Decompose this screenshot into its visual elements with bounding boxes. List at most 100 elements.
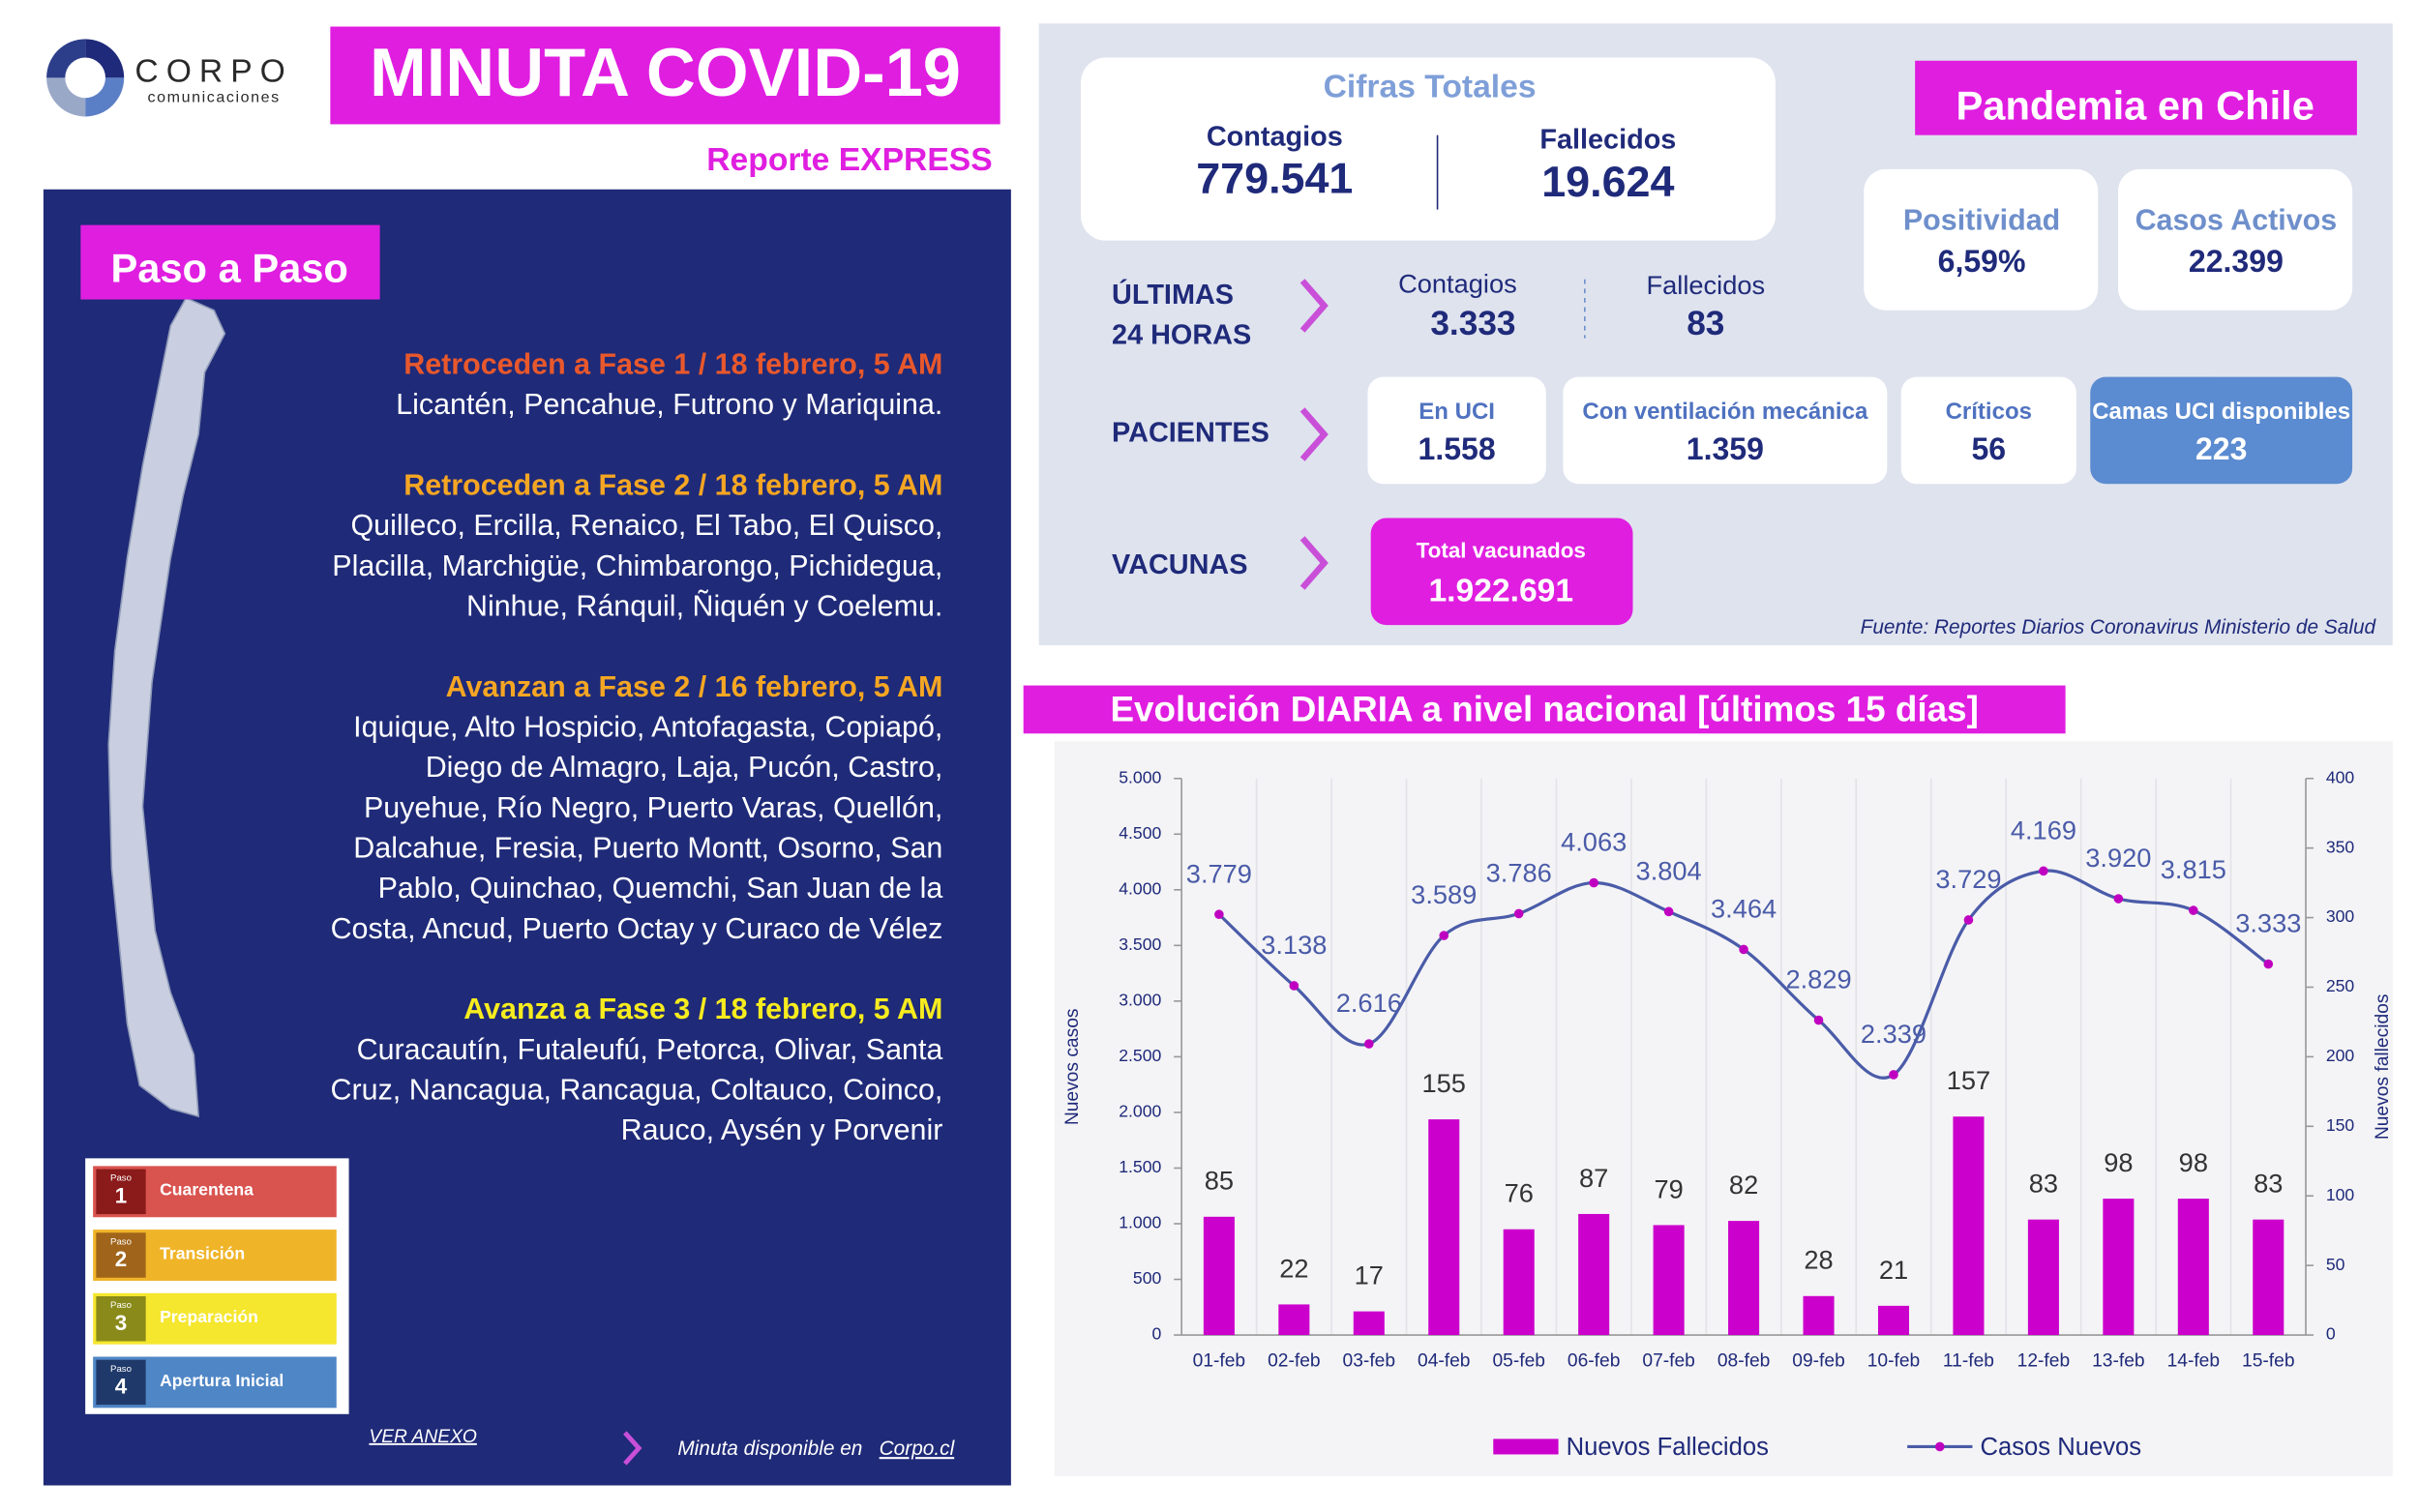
bar-value-label: 157 xyxy=(1947,1065,1990,1095)
card-label: Con ventilación mecánica xyxy=(1582,399,1868,425)
y-tick-label: 4.500 xyxy=(1119,823,1161,843)
bar-value-label: 21 xyxy=(1879,1255,1908,1285)
commune-list: Pablo, Quinchao, Quemchi, San Juan de la xyxy=(378,872,943,904)
line-marker xyxy=(1963,915,1974,925)
y-tick-label: 0 xyxy=(1152,1324,1162,1344)
bar-value-label: 83 xyxy=(2029,1169,2058,1199)
bar xyxy=(1953,1116,1985,1336)
legend-swatch xyxy=(1493,1438,1559,1455)
legend-label: Preparación xyxy=(160,1307,258,1326)
commune-list: Placilla, Marchigüe, Chimbarongo, Pichid… xyxy=(332,549,942,582)
legend-label: Apertura Inicial xyxy=(160,1371,284,1390)
line-value-label: 3.333 xyxy=(2235,908,2301,938)
x-tick-label: 15-feb xyxy=(2242,1350,2295,1371)
chile-title-box xyxy=(1915,60,2357,135)
line-marker xyxy=(2189,905,2198,915)
line-marker xyxy=(1889,1070,1898,1080)
legend-num-box xyxy=(96,1169,146,1215)
bar xyxy=(2103,1199,2135,1336)
line-value-label: 3.729 xyxy=(1935,864,2001,894)
chart-title-box xyxy=(1023,685,2066,734)
y-tick-label: 3.000 xyxy=(1119,991,1161,1010)
stat-value: 19.624 xyxy=(1541,157,1674,206)
bar-value-label: 85 xyxy=(1205,1166,1234,1196)
line-marker xyxy=(1739,944,1748,955)
stat-value: 83 xyxy=(1687,305,1724,342)
main-title: MINUTA COVID-19 xyxy=(370,34,961,110)
line-value-label: 3.589 xyxy=(1411,879,1477,909)
x-tick-label: 03-feb xyxy=(1343,1350,1396,1371)
bar xyxy=(2253,1219,2285,1336)
y-tick-label: 500 xyxy=(1133,1268,1162,1288)
line-marker xyxy=(1214,909,1224,920)
legend-num: 2 xyxy=(115,1247,127,1271)
stat-label: Contagios xyxy=(1207,122,1343,153)
line-value-label: 3.786 xyxy=(1486,858,1552,888)
commune-list: Costa, Ancud, Puerto Octay y Curaco de V… xyxy=(331,912,943,945)
bar-value-label: 28 xyxy=(1804,1245,1833,1275)
subtitle: Reporte EXPRESS xyxy=(706,142,992,178)
bar xyxy=(2027,1219,2059,1336)
x-tick-label: 11-feb xyxy=(1943,1350,1994,1371)
chevron-arrow xyxy=(623,1431,642,1466)
y2-tick-label: 350 xyxy=(2326,837,2355,856)
totals-card xyxy=(1080,57,1776,241)
line-value-label: 4.169 xyxy=(2011,815,2076,845)
card-value: 1.922.691 xyxy=(1428,573,1573,608)
x-tick-label: 07-feb xyxy=(1642,1350,1695,1371)
card-label: Críticos xyxy=(1946,399,2032,425)
title-box xyxy=(330,26,1000,125)
legend-num: 4 xyxy=(115,1374,128,1398)
bar xyxy=(1353,1311,1385,1336)
totals-title: Cifras Totales xyxy=(1324,69,1537,104)
bar xyxy=(1203,1216,1235,1336)
source-note: Fuente: Reportes Diarios Coronavirus Min… xyxy=(1861,616,2377,638)
logo-segment xyxy=(85,77,125,117)
y-tick-label: 4.000 xyxy=(1119,878,1161,898)
vaccine-card xyxy=(1370,518,1633,626)
y-tick-label: 2.000 xyxy=(1119,1102,1161,1121)
y2-tick-label: 250 xyxy=(2326,976,2355,995)
bar-value-label: 155 xyxy=(1422,1068,1466,1098)
stat-label: Contagios xyxy=(1398,268,1517,298)
chart-title: Evolución DIARIA a nivel nacional [últim… xyxy=(1110,690,1978,729)
commune-list: Diego de Almagro, Laja, Pucón, Castro, xyxy=(426,751,943,784)
stat-label: Fallecidos xyxy=(1647,270,1766,300)
legend-small: Paso xyxy=(110,1300,132,1311)
phase-heading: Retroceden a Fase 1 / 18 febrero, 5 AM xyxy=(403,348,942,381)
stat-value: 3.333 xyxy=(1430,305,1515,342)
x-tick-label: 10-feb xyxy=(1867,1350,1921,1371)
bar xyxy=(1728,1221,1760,1336)
card-value: 1.359 xyxy=(1687,431,1764,466)
line-value-label: 2.339 xyxy=(1861,1019,1926,1049)
card-value: 6,59% xyxy=(1938,244,2026,279)
footer-text: Minuta disponible en xyxy=(677,1438,862,1460)
line-marker xyxy=(1439,931,1449,940)
line-value-label: 3.815 xyxy=(2161,854,2226,884)
legend-num: 1 xyxy=(115,1183,127,1207)
stat-value: 779.541 xyxy=(1196,154,1353,203)
bar-value-label: 79 xyxy=(1654,1173,1683,1203)
y-axis-title: Nuevos casos xyxy=(1062,1008,1083,1125)
anexo-link: VER ANEXO xyxy=(369,1427,476,1447)
bar-value-label: 98 xyxy=(2104,1147,2133,1177)
commune-list: Rauco, Aysén y Porvenir xyxy=(621,1113,943,1146)
y2-tick-label: 200 xyxy=(2326,1046,2355,1065)
y-tick-label: 2.500 xyxy=(1119,1046,1161,1065)
chevron-arrow xyxy=(1299,407,1329,461)
line-marker xyxy=(1513,908,1524,919)
y2-tick-label: 50 xyxy=(2326,1255,2345,1274)
chile-card xyxy=(1864,168,2099,311)
chevron-arrow xyxy=(1299,536,1329,590)
bar xyxy=(1578,1213,1610,1336)
chevron-arrow xyxy=(1299,279,1329,333)
line-value-label: 3.138 xyxy=(1261,930,1327,960)
phase-heading: Avanzan a Fase 2 / 16 febrero, 5 AM xyxy=(446,670,943,703)
patient-card xyxy=(1900,376,2076,485)
x-tick-label: 05-feb xyxy=(1492,1350,1545,1371)
card-value: 22.399 xyxy=(2189,244,2284,279)
line-marker xyxy=(1663,906,1674,917)
row-label: PACIENTES xyxy=(1112,418,1269,449)
logo-segment xyxy=(46,39,86,78)
